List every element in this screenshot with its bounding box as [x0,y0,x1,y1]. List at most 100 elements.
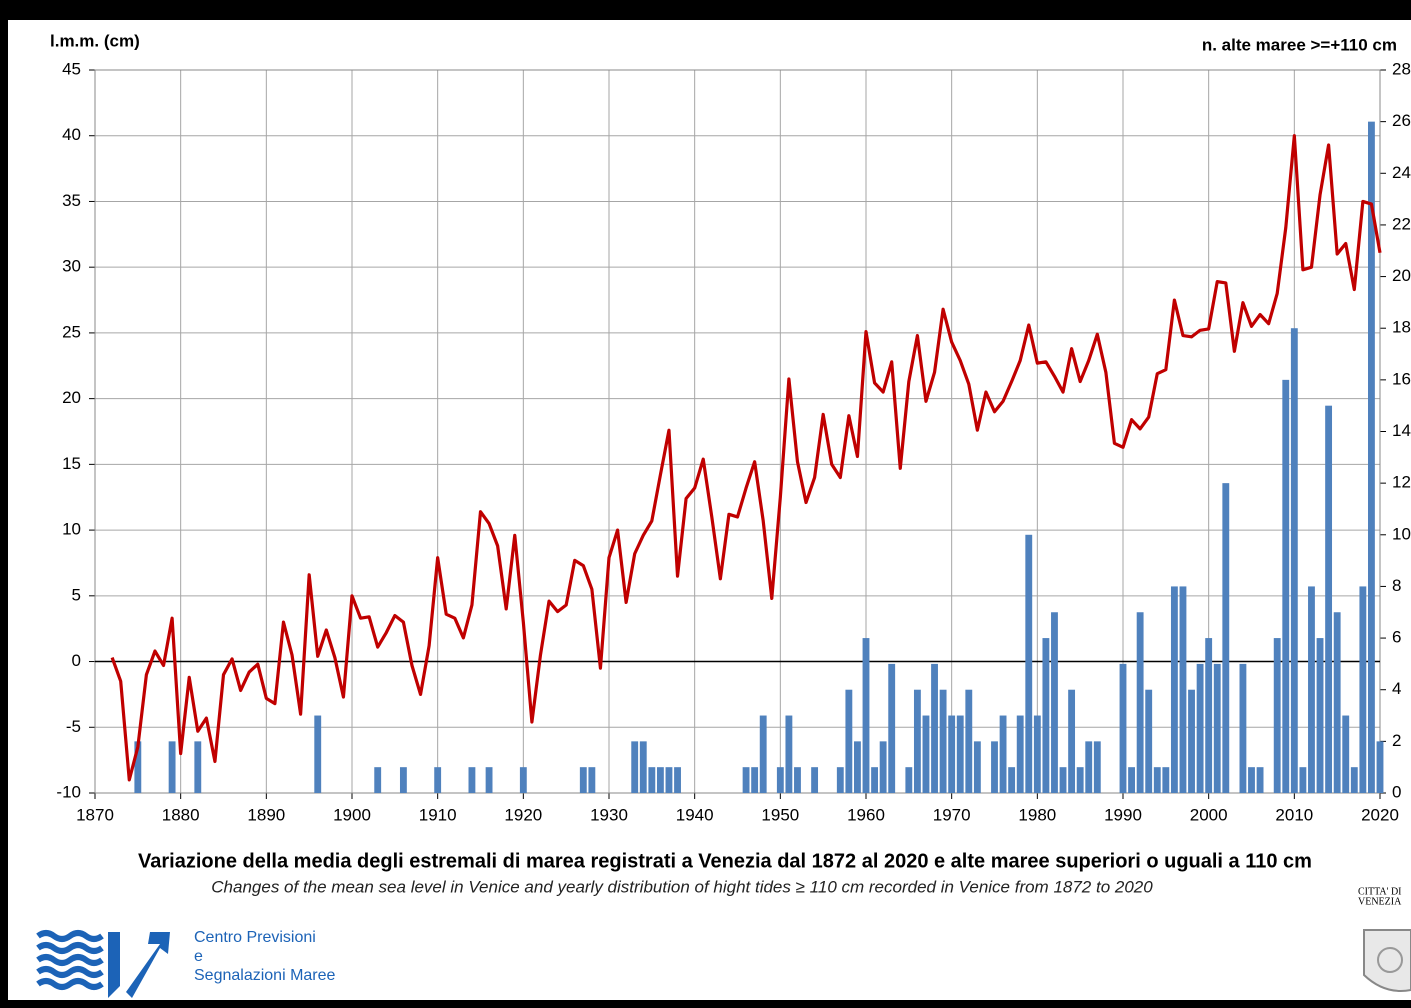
x-tick-label: 1890 [247,805,285,824]
bar [1093,741,1101,793]
x-tick-label: 2020 [1361,805,1399,824]
bar [314,715,322,793]
bar [1059,767,1067,793]
bar [194,741,202,793]
bar [973,741,981,793]
y-tick-label: 25 [62,322,81,341]
bar [1308,586,1315,793]
logo-arrow [108,932,170,998]
y2-tick-label: 22 [1392,214,1411,233]
bar [1325,405,1333,793]
bar [922,715,930,793]
bar [1256,767,1264,793]
bar [991,741,998,793]
bar [1196,663,1204,793]
bar [811,767,819,793]
y2-tick-label: 26 [1392,111,1411,130]
bar [1316,638,1324,793]
x-tick-label: 1960 [847,805,885,824]
bar [1282,379,1290,793]
bar [374,767,382,793]
bar [956,715,964,793]
bar [1342,715,1350,793]
bar [399,767,407,793]
y2-tick-label: 2 [1392,731,1401,750]
y2-tick-label: 24 [1392,163,1411,182]
org-name: e [194,948,203,965]
bar [1025,534,1033,793]
bar [1119,663,1127,793]
org-name: Segnalazioni Maree [194,967,336,984]
x-tick-label: 2010 [1275,805,1313,824]
x-tick-label: 1970 [933,805,971,824]
bar [742,767,750,793]
y2-tick-label: 0 [1392,782,1401,801]
bar [879,741,887,793]
bar [1205,638,1213,793]
bar [1299,767,1307,793]
bar [871,767,878,793]
y2-tick-label: 10 [1392,524,1411,543]
bar [1368,121,1375,793]
bar [1273,638,1281,793]
city-name: CITTA' DI [1358,886,1402,897]
bar [1188,689,1195,793]
bar [1042,638,1050,793]
bar [1153,767,1161,793]
bar [588,767,596,793]
logo-waves [36,930,104,990]
logo [36,930,170,998]
y2-tick-label: 20 [1392,266,1411,285]
x-tick-label: 1880 [162,805,200,824]
plot-frame [94,69,1381,794]
bar [468,767,476,793]
y2-tick-label: 16 [1392,369,1411,388]
bar [939,689,947,793]
bar [845,689,853,793]
y2-tick-label: 12 [1392,473,1411,492]
bar [836,767,844,793]
crest-detail [1377,947,1403,973]
x-tick-label: 1900 [333,805,371,824]
y-tick-label: 15 [62,454,81,473]
bar [794,767,801,793]
bar [1068,689,1076,793]
bar [888,663,896,793]
bar [1145,689,1153,793]
x-tick-label: 1940 [676,805,714,824]
bar [674,767,681,793]
bar [656,767,664,793]
bar [168,741,176,793]
y-tick-label: 35 [62,191,81,210]
y-axis-title: l.m.m. (cm) [50,31,140,50]
bar [1085,741,1093,793]
org-name: Centro Previsioni [194,929,316,946]
chart-title: Variazione della media degli estremali d… [138,850,1312,872]
bar [1376,741,1384,793]
bar [1162,767,1170,793]
y-tick-label: 20 [62,388,81,407]
y2-tick-label: 14 [1392,421,1411,440]
bar [519,767,527,793]
y2-tick-label: 8 [1392,576,1401,595]
city-crest [1363,929,1411,992]
x-tick-label: 1930 [590,805,628,824]
bar [1213,663,1221,793]
bar [1016,715,1024,793]
bar [639,741,647,793]
y2-tick-label: 28 [1392,59,1411,78]
y-tick-label: -10 [56,782,81,801]
bar [1170,586,1178,793]
bar [134,741,142,793]
bar [1290,328,1298,793]
y-tick-label: 0 [72,651,81,670]
y2-axis-title: n. alte maree >=+110 cm [1202,35,1397,54]
bar [862,638,870,793]
bar [1033,715,1041,793]
y-tick-label: 40 [62,125,81,144]
bar [785,715,793,793]
bar [854,741,861,793]
bar [434,767,442,793]
y-tick-label: -5 [66,717,81,736]
